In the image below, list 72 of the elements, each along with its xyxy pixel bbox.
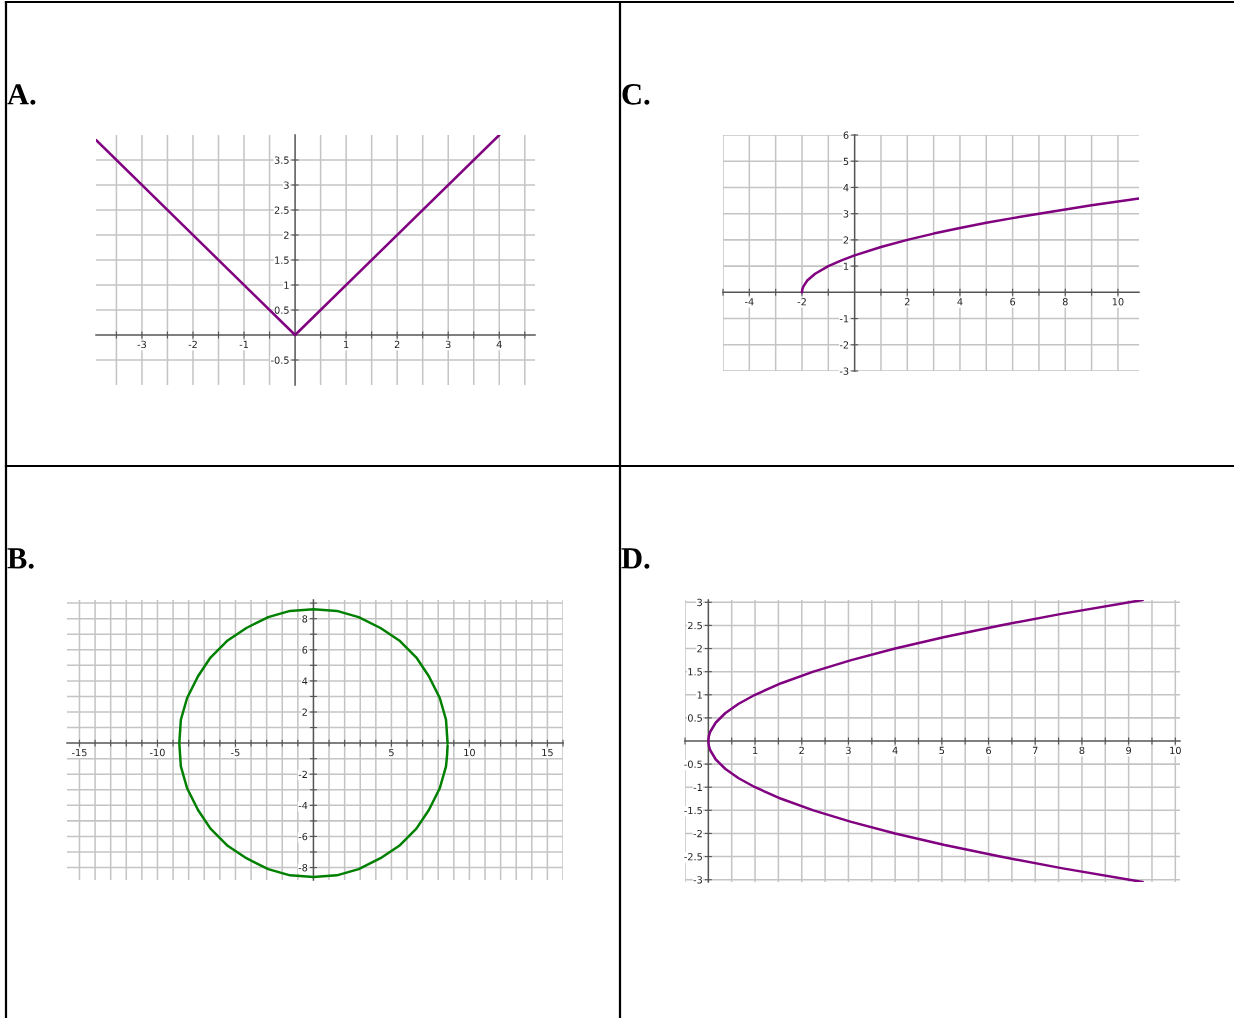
x-tick-label: -1: [239, 340, 248, 348]
y-tick-label: 3: [284, 181, 289, 189]
x-tick-label: 2: [799, 746, 804, 754]
x-tick-label: -2: [797, 298, 806, 306]
y-tick-label: -3: [693, 876, 703, 884]
y-tick-label: 5: [843, 157, 849, 166]
y-tick-label: 2: [697, 645, 702, 653]
y-tick-label: -0.5: [271, 356, 289, 364]
x-tick-label: 5: [389, 748, 394, 757]
y-tick-label: -1: [693, 783, 702, 791]
y-tick-label: -4: [298, 801, 308, 810]
x-tick-label: 5: [939, 746, 945, 755]
y-tick-label: 1: [284, 281, 289, 289]
x-tick-label: 10: [1170, 746, 1181, 755]
y-tick-label: -2.5: [684, 853, 702, 861]
y-tick-label: -1.5: [684, 806, 702, 815]
y-tick-label: -1: [839, 315, 849, 323]
x-tick-label: -4: [744, 298, 754, 306]
y-tick-label: -8: [298, 864, 308, 872]
y-tick-label: 1: [843, 262, 849, 270]
x-tick-label: -10: [150, 748, 165, 757]
x-tick-label: -5: [231, 748, 240, 757]
x-tick-label: 6: [1010, 298, 1016, 306]
y-tick-label: 2: [302, 708, 307, 716]
x-tick-label: 1: [753, 746, 758, 754]
y-tick-label: 2: [284, 231, 289, 239]
chart-title: B.: [7, 548, 34, 569]
line-series: [800, 197, 1139, 294]
y-tick-label: 2.5: [274, 206, 289, 214]
x-tick-label: -2: [188, 340, 197, 348]
y-tick-label: 3: [843, 210, 849, 218]
x-tick-label: 6: [986, 746, 992, 755]
x-tick-label: 2: [394, 340, 400, 348]
y-tick-label: 8: [302, 615, 308, 623]
x-tick-label: 2: [904, 298, 910, 306]
x-tick-label: 8: [1079, 746, 1085, 755]
y-tick-label: -2: [693, 829, 702, 838]
x-tick-label: 7: [1032, 746, 1038, 754]
y-tick-label: 0.5: [274, 306, 289, 314]
y-tick-label: 6: [843, 131, 849, 139]
y-tick-label: 2: [843, 236, 849, 244]
y-tick-label: 1: [697, 691, 702, 699]
x-tick-label: 1: [344, 340, 349, 348]
x-tick-label: 4: [957, 298, 963, 306]
x-tick-label: 10: [464, 748, 475, 757]
y-tick-label: 4: [302, 677, 308, 685]
y-tick-label: -3: [839, 367, 849, 375]
y-tick-label: -2: [298, 770, 307, 778]
y-tick-label: 2.5: [688, 621, 702, 630]
x-tick-label: 3: [445, 340, 451, 349]
x-tick-label: 4: [496, 340, 502, 348]
y-tick-label: 3.5: [274, 156, 289, 164]
x-tick-label: 8: [1062, 298, 1068, 306]
y-tick-label: 1.5: [275, 256, 289, 264]
line-series: [707, 600, 1144, 882]
x-tick-label: -3: [137, 340, 147, 349]
y-tick-label: 4: [843, 184, 849, 192]
x-tick-label: 9: [1126, 746, 1132, 755]
x-tick-label: 4: [892, 746, 898, 754]
x-tick-label: 15: [542, 748, 553, 757]
y-tick-label: 6: [302, 646, 308, 654]
y-tick-label: 1.5: [688, 668, 702, 676]
y-tick-label: -6: [298, 832, 308, 841]
x-tick-label: 10: [1112, 298, 1124, 306]
line-series: [178, 608, 449, 879]
y-tick-label: -0.5: [684, 760, 702, 768]
y-tick-label: 3: [697, 598, 703, 607]
chart-title: C.: [622, 84, 650, 105]
chart-title: D.: [621, 548, 650, 569]
y-tick-label: 0.5: [687, 714, 702, 722]
chart-title: A.: [7, 84, 36, 105]
x-tick-label: -15: [72, 748, 87, 757]
